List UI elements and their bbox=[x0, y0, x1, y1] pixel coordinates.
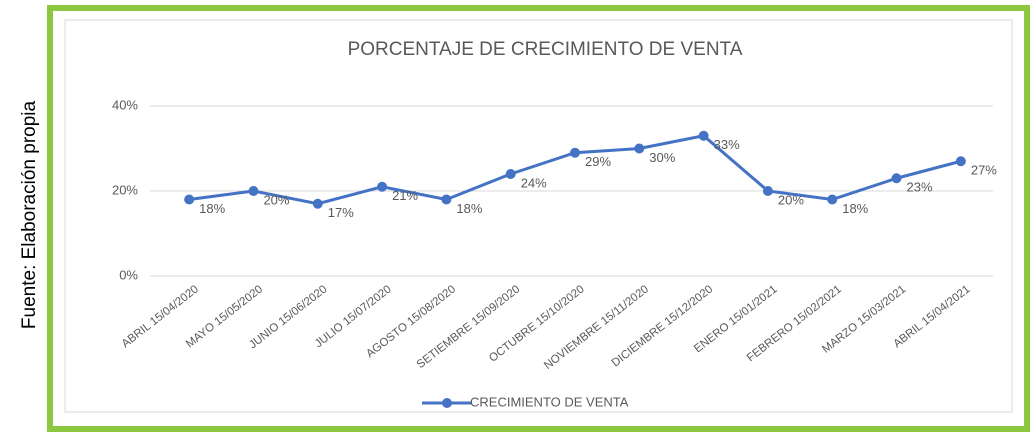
chart-title: PORCENTAJE DE CRECIMIENTO DE VENTA bbox=[348, 39, 743, 60]
point bbox=[634, 143, 645, 154]
point bbox=[891, 173, 902, 184]
y-tick-label: 0% bbox=[119, 267, 138, 282]
point bbox=[955, 156, 966, 167]
point bbox=[441, 194, 452, 205]
point bbox=[184, 194, 195, 205]
data-label: 20% bbox=[778, 192, 804, 207]
data-label: 17% bbox=[328, 205, 354, 220]
source-note: Fuente: Elaboración propia bbox=[19, 100, 40, 329]
y-tick-label: 20% bbox=[112, 182, 138, 197]
data-label: 20% bbox=[263, 192, 289, 207]
data-label: 18% bbox=[456, 201, 482, 216]
point bbox=[377, 181, 388, 192]
data-label: 33% bbox=[714, 137, 740, 152]
data-label: 29% bbox=[585, 154, 611, 169]
point bbox=[505, 169, 516, 179]
series-line bbox=[188, 134, 962, 206]
data-label: 24% bbox=[521, 175, 547, 190]
x-tick-label: SETIEMBRE 15/09/2020 bbox=[415, 283, 523, 371]
legend-label: CRECIMIENTO DE VENTA bbox=[470, 394, 629, 409]
data-label: 21% bbox=[392, 188, 418, 203]
y-tick-label: 40% bbox=[112, 97, 138, 112]
data-label: 27% bbox=[971, 163, 997, 178]
data-label: 30% bbox=[649, 150, 675, 165]
point bbox=[827, 194, 838, 205]
green-frame bbox=[47, 5, 1030, 432]
chart-frame bbox=[64, 19, 1013, 413]
data-label: 18% bbox=[842, 201, 868, 216]
point bbox=[312, 198, 323, 209]
legend-marker bbox=[442, 398, 452, 408]
data-label: 23% bbox=[907, 180, 933, 195]
point bbox=[570, 147, 580, 158]
point bbox=[248, 186, 259, 196]
point bbox=[698, 130, 709, 141]
data-label: 18% bbox=[199, 201, 225, 216]
x-tick-label: NOVIEMBRE 15/11/2020 bbox=[542, 283, 651, 372]
point bbox=[762, 186, 773, 196]
